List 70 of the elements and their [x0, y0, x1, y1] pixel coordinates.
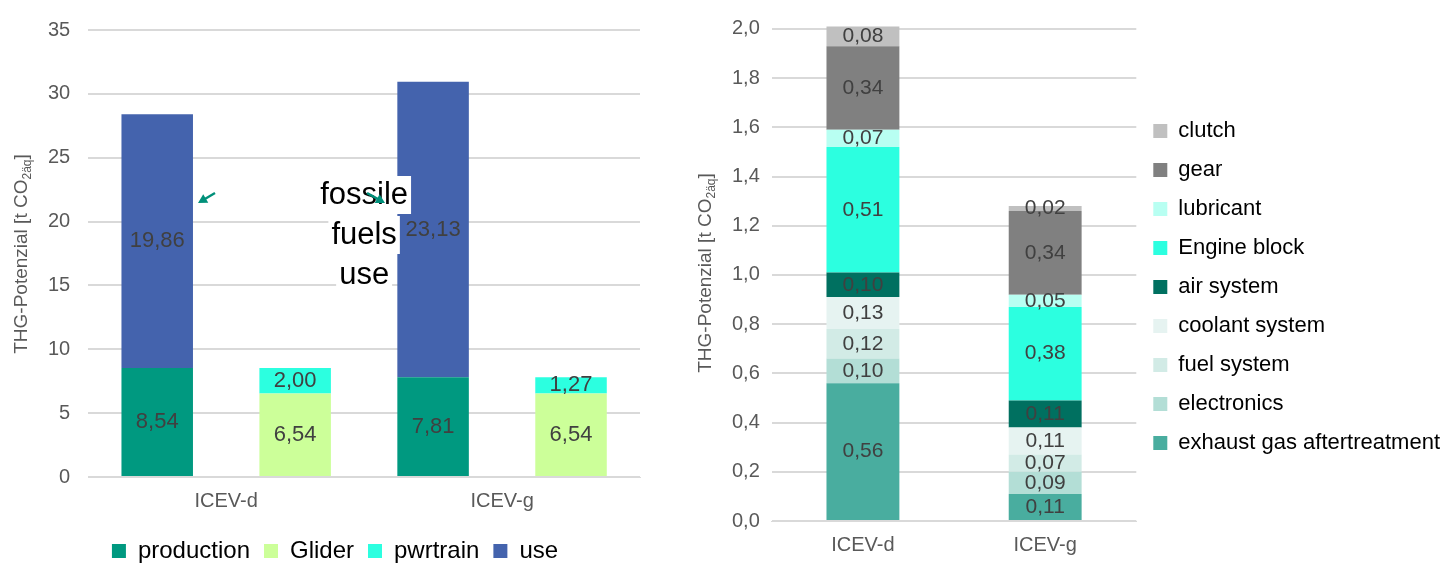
bar: [826, 46, 900, 130]
x-tick-label: ICEV-g: [1013, 532, 1077, 555]
y-tick-label: 0: [59, 464, 71, 487]
data-label: 1,27: [549, 371, 593, 397]
y-tick-label: 0,4: [731, 410, 760, 433]
bar: [826, 329, 900, 359]
data-label: 0,07: [1024, 449, 1066, 473]
bar: [1008, 400, 1082, 428]
data-label: 0,11: [1025, 493, 1065, 517]
y-tick-label: 0,6: [731, 360, 760, 383]
legend-label: coolant system: [1178, 312, 1326, 338]
bar: [535, 393, 607, 476]
y-tick-label: 5: [59, 400, 71, 423]
bar: [259, 393, 331, 476]
y-tick-label: 15: [48, 272, 71, 295]
bar: [826, 383, 900, 520]
y-tick-label: 0,2: [731, 459, 760, 482]
x-tick-label: ICEV-d: [831, 532, 895, 555]
bar: [121, 114, 193, 368]
bar: [121, 367, 193, 476]
data-label: 0,08: [842, 23, 884, 47]
y-tick-label: 1,8: [731, 65, 760, 88]
data-label: 0,56: [842, 438, 884, 462]
y-tick-label: 1,0: [731, 262, 760, 285]
data-label: 6,54: [549, 420, 593, 446]
data-label: 0,10: [842, 357, 884, 381]
data-label: 0,02: [1024, 195, 1066, 219]
data-label: 19,86: [129, 227, 185, 253]
data-label: 7,81: [411, 412, 455, 438]
x-tick-label: ICEV-d: [194, 488, 258, 511]
data-label: 0,38: [1024, 340, 1066, 364]
legend-label: fuel system: [1178, 351, 1290, 377]
y-tick-label: 0,8: [731, 311, 760, 334]
data-label: 0,11: [1025, 400, 1065, 424]
legend-label: Engine block: [1178, 234, 1306, 260]
data-label: 2,00: [273, 366, 317, 392]
legend-label: pwrtrain: [394, 535, 480, 563]
legend-label: clutch: [1178, 117, 1236, 143]
y-tick-label: 25: [48, 145, 71, 168]
data-label: 0,10: [842, 271, 884, 295]
data-label: 0,07: [842, 125, 884, 149]
y-tick-label: 20: [48, 209, 71, 232]
data-label: 0,11: [1025, 427, 1065, 451]
legend-label: air system: [1178, 273, 1279, 299]
bar: [826, 147, 900, 273]
y-tick-label: 35: [48, 17, 71, 40]
x-tick-label: ICEV-g: [470, 488, 534, 511]
y-tick-label: 2,0: [731, 16, 760, 39]
data-label: 0,34: [842, 74, 884, 98]
y-tick-label: 1,2: [731, 213, 760, 236]
legend-label: Glider: [290, 535, 355, 563]
y-tick-label: 0,0: [731, 508, 760, 531]
legend-label: use: [519, 535, 559, 563]
data-label: 0,13: [842, 299, 884, 323]
legend-label: lubricant: [1178, 195, 1262, 221]
y-tick-label: 10: [48, 336, 71, 359]
y-tick-label: 1,6: [731, 114, 760, 137]
data-label: 0,12: [842, 330, 884, 354]
data-label: 8,54: [135, 408, 179, 434]
legend-label: exhaust gas aftertreatment: [1178, 429, 1440, 455]
legend-label: electronics: [1178, 390, 1284, 416]
data-label: 0,51: [842, 196, 884, 220]
y-tick-label: 30: [48, 81, 71, 104]
data-label: 0,34: [1024, 239, 1066, 263]
data-label: 0,05: [1024, 287, 1066, 311]
bar: [397, 377, 469, 476]
data-label: 6,54: [273, 420, 317, 446]
legend-label: gear: [1178, 156, 1223, 182]
legend-label: production: [137, 535, 250, 563]
y-tick-label: 1,4: [731, 164, 760, 187]
